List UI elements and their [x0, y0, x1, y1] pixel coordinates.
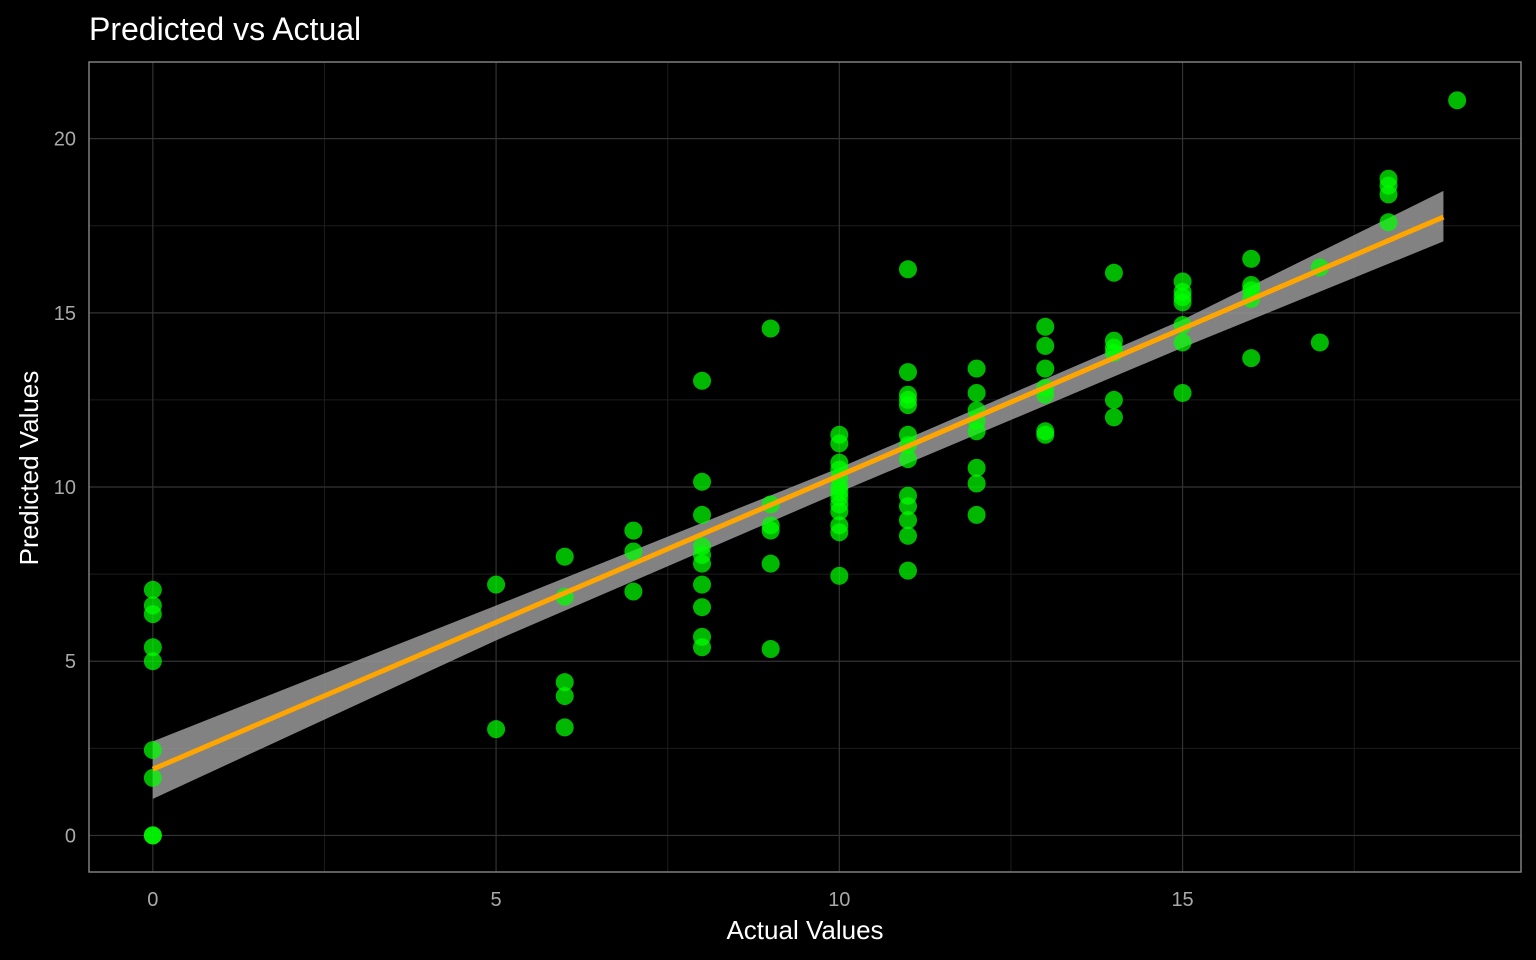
data-point: [1036, 317, 1055, 336]
y-tick-label: 10: [54, 477, 76, 499]
data-point: [143, 741, 162, 760]
data-point: [1173, 293, 1192, 312]
data-point: [967, 458, 986, 477]
x-axis-ticks: 0 5 10 15: [147, 889, 1193, 911]
data-point: [967, 505, 986, 524]
data-point: [693, 505, 712, 524]
data-point: [898, 260, 917, 279]
data-point: [898, 526, 917, 545]
data-point: [898, 450, 917, 469]
data-point: [1036, 336, 1055, 355]
data-point: [143, 768, 162, 787]
data-point: [555, 673, 574, 692]
data-point: [1036, 425, 1055, 444]
data-point: [143, 605, 162, 624]
x-tick-label: 15: [1171, 889, 1193, 911]
panel-border: [88, 61, 1522, 873]
y-tick-label: 15: [54, 303, 76, 325]
x-tick-label: 10: [828, 889, 850, 911]
y-axis-ticks: 0 5 10 15 20: [54, 129, 76, 848]
data-point: [761, 319, 780, 338]
data-point: [830, 566, 849, 585]
data-point: [761, 554, 780, 573]
data-point: [693, 371, 712, 390]
data-point: [1448, 91, 1467, 110]
x-axis-title: Actual Values: [726, 915, 883, 945]
grid: [89, 62, 1521, 872]
fit-line: [151, 214, 1445, 772]
data-point: [898, 363, 917, 382]
data-point: [1379, 213, 1398, 232]
x-tick-label: 0: [147, 889, 158, 911]
data-point: [1104, 390, 1123, 409]
data-point: [143, 826, 162, 845]
data-point: [761, 521, 780, 540]
data-point: [624, 582, 643, 601]
data-point: [898, 511, 917, 530]
chart-title: Predicted vs Actual: [89, 11, 361, 47]
data-point: [555, 547, 574, 566]
data-point: [761, 640, 780, 659]
data-point: [1173, 383, 1192, 402]
data-point: [1310, 333, 1329, 352]
data-point: [830, 434, 849, 453]
data-point: [1242, 349, 1261, 368]
data-point: [555, 718, 574, 737]
data-point: [143, 652, 162, 671]
data-point: [1242, 249, 1261, 268]
data-point: [830, 502, 849, 521]
data-point: [830, 523, 849, 542]
data-point: [624, 542, 643, 561]
data-point: [487, 575, 506, 594]
y-tick-label: 0: [65, 825, 76, 847]
data-point: [487, 720, 506, 739]
data-point: [967, 383, 986, 402]
data-point: [967, 474, 986, 493]
data-point: [967, 422, 986, 441]
data-point: [693, 554, 712, 573]
data-point: [967, 359, 986, 378]
data-point: [555, 687, 574, 706]
data-point: [1173, 333, 1192, 352]
data-point: [898, 561, 917, 580]
y-tick-label: 20: [54, 129, 76, 151]
x-tick-label: 5: [491, 889, 502, 911]
data-point: [693, 472, 712, 491]
data-point: [1036, 359, 1055, 378]
data-point: [898, 497, 917, 516]
data-point: [1104, 263, 1123, 282]
data-point: [898, 396, 917, 415]
data-point: [1104, 408, 1123, 427]
data-point: [693, 575, 712, 594]
data-point: [693, 598, 712, 617]
data-point: [624, 521, 643, 540]
data-point: [143, 580, 162, 599]
fit-line-group: [151, 214, 1445, 772]
y-axis-title: Predicted Values: [14, 371, 44, 566]
data-point: [143, 638, 162, 657]
y-tick-label: 5: [65, 651, 76, 673]
data-point: [1379, 185, 1398, 204]
data-point: [693, 638, 712, 657]
